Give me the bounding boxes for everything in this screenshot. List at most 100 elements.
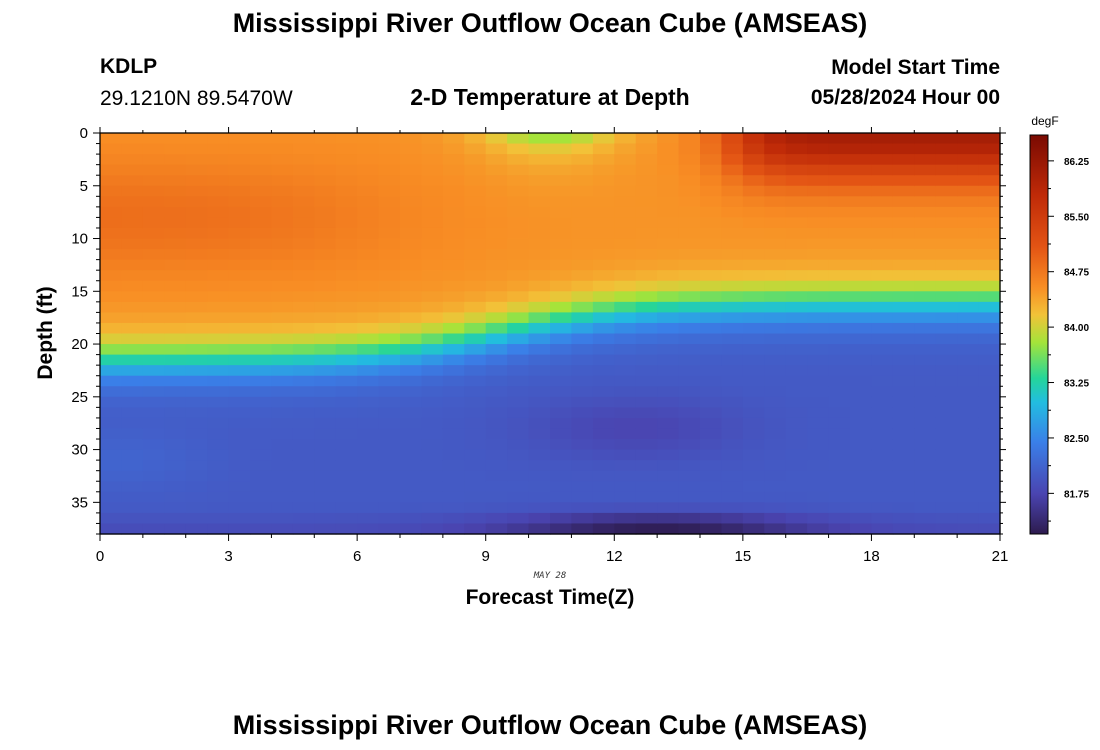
heatmap-cell <box>271 259 294 271</box>
heatmap-cell <box>164 502 187 514</box>
heatmap-cell <box>657 417 680 430</box>
heatmap-cell <box>228 439 251 451</box>
heatmap-cell <box>464 470 487 482</box>
heatmap-cell <box>721 238 744 250</box>
heatmap-cell <box>164 312 187 324</box>
heatmap-cell <box>292 196 315 208</box>
heatmap-cell <box>764 428 787 440</box>
heatmap-cell <box>935 407 958 419</box>
heatmap-cell <box>528 523 551 535</box>
heatmap-cell <box>485 354 508 366</box>
heatmap-cell <box>250 460 273 472</box>
heatmap-cell <box>764 502 787 514</box>
heatmap-cell <box>571 470 594 482</box>
heatmap-cell <box>442 133 465 145</box>
heatmap-cell <box>142 460 165 472</box>
heatmap-cell <box>507 238 530 250</box>
heatmap-cell <box>207 333 230 345</box>
heatmap-cell <box>721 312 744 324</box>
heatmap-cell <box>400 312 423 324</box>
heatmap-cell <box>764 523 787 535</box>
heatmap-cell <box>485 133 508 145</box>
heatmap-cell <box>742 333 765 345</box>
heatmap-cell <box>100 365 123 377</box>
heatmap-cell <box>700 481 723 493</box>
heatmap-cell <box>335 322 358 335</box>
heatmap-cell <box>914 249 937 261</box>
heatmap-cell <box>378 439 401 451</box>
heatmap-cell <box>485 386 508 398</box>
heatmap-cell <box>742 354 765 366</box>
heatmap-cell <box>271 407 294 419</box>
heatmap-cell <box>635 417 658 430</box>
heatmap-cell <box>421 502 444 514</box>
heatmap-cell <box>185 196 208 208</box>
heatmap-cell <box>850 333 873 345</box>
x-tick-label: 0 <box>96 548 104 565</box>
heatmap-cell <box>464 365 487 377</box>
heatmap-cell <box>678 344 701 356</box>
heatmap-cell <box>764 407 787 419</box>
heatmap-cell <box>185 460 208 472</box>
heatmap-cell <box>871 280 894 292</box>
heatmap-cell <box>335 291 358 303</box>
heatmap-cell <box>700 396 723 408</box>
heatmap-cell <box>421 217 444 229</box>
heatmap-cell <box>657 470 680 482</box>
heatmap-cell <box>400 217 423 229</box>
heatmap-cell <box>528 365 551 377</box>
heatmap-cell <box>807 259 830 271</box>
heatmap-cell <box>850 133 873 145</box>
heatmap-cell <box>485 175 508 187</box>
heatmap-cell <box>592 439 615 451</box>
heatmap-cell <box>464 185 487 197</box>
heatmap-cell <box>742 196 765 208</box>
heatmap-cell <box>228 396 251 408</box>
heatmap-cell <box>785 417 808 430</box>
heatmap-cell <box>400 175 423 187</box>
heatmap-cell <box>935 470 958 482</box>
heatmap-cell <box>164 133 187 145</box>
heatmap-cell <box>807 249 830 261</box>
heatmap-cell <box>657 185 680 197</box>
heatmap-cell <box>807 322 830 335</box>
heatmap-cell <box>550 428 573 440</box>
heatmap-cell <box>507 407 530 419</box>
heatmap-cell <box>764 291 787 303</box>
heatmap-cell <box>164 301 187 313</box>
heatmap-cell <box>957 154 980 166</box>
heatmap-cell <box>250 470 273 482</box>
heatmap-cell <box>100 512 123 525</box>
heatmap-cell <box>207 143 230 155</box>
heatmap-cell <box>421 417 444 430</box>
heatmap-cell <box>978 460 1001 472</box>
heatmap-cell <box>507 301 530 313</box>
heatmap-cell <box>785 386 808 398</box>
heatmap-cell <box>892 322 915 335</box>
heatmap-cell <box>185 396 208 408</box>
heatmap-cell <box>871 259 894 271</box>
heatmap-cell <box>892 312 915 324</box>
heatmap-cell <box>442 460 465 472</box>
heatmap-cell <box>121 227 144 240</box>
heatmap-cell <box>785 407 808 419</box>
heatmap-cell <box>807 154 830 166</box>
heatmap-cell <box>507 512 530 525</box>
heatmap-cell <box>357 354 380 366</box>
heatmap-cell <box>271 333 294 345</box>
heatmap-cell <box>571 523 594 535</box>
heatmap-cell <box>764 512 787 525</box>
heatmap-cell <box>292 206 315 219</box>
heatmap-cell <box>635 407 658 419</box>
heatmap-cell <box>142 312 165 324</box>
heatmap-cell <box>400 154 423 166</box>
heatmap-cell <box>850 291 873 303</box>
heatmap-cell <box>914 143 937 155</box>
heatmap-cell <box>442 154 465 166</box>
heatmap-cell <box>442 238 465 250</box>
heatmap-cell <box>357 175 380 187</box>
heatmap-cell <box>121 396 144 408</box>
heatmap-cell <box>228 238 251 250</box>
heatmap-cell <box>571 439 594 451</box>
heatmap-cell <box>335 333 358 345</box>
